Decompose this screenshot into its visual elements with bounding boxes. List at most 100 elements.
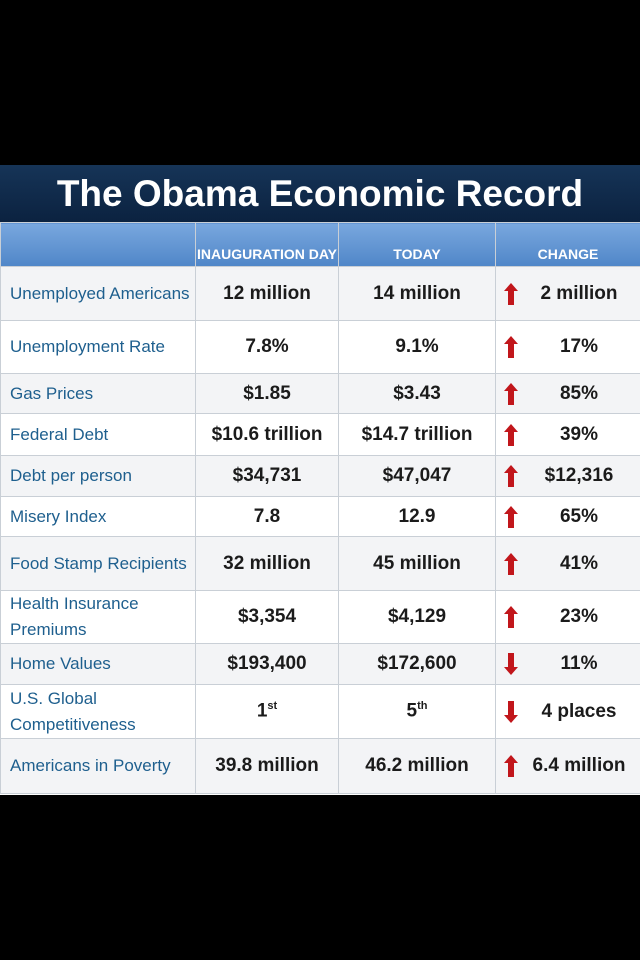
- rank-suffix: st: [267, 700, 278, 713]
- value-cell: 32 million: [195, 536, 339, 591]
- value-cell: 46.2 million: [338, 738, 496, 794]
- title: The Obama Economic Record: [0, 165, 640, 222]
- data-row: Debt per person $34,731 $47,047 $12,316: [0, 455, 640, 497]
- change-cell: 41%: [495, 536, 640, 591]
- data-row: Federal Debt $10.6 trillion $14.7 trillion…: [0, 413, 640, 456]
- change-cell: 17%: [495, 320, 640, 374]
- change-value: 65%: [559, 505, 599, 527]
- data-row: U.S. Global Competitiveness 1st 5th 4 place…: [0, 684, 640, 739]
- arrow-shape: [504, 552, 518, 575]
- data-row: Unemployment Rate 7.8% 9.1% 17%: [0, 320, 640, 374]
- change-cell: 2 million: [495, 266, 640, 321]
- row-label: Misery Index: [0, 496, 196, 537]
- arrow-shape: [504, 282, 518, 305]
- header-cell: CHANGE: [495, 222, 640, 267]
- value-cell: $4,129: [338, 590, 496, 644]
- row-label: Debt per person: [0, 455, 196, 497]
- row-label: Health Insurance Premiums: [0, 590, 196, 644]
- data-row: Home Values $193,400 $172,600 11%: [0, 643, 640, 685]
- arrow-shape: [504, 755, 518, 777]
- value-cell: 1st: [195, 684, 339, 739]
- up-arrow: [504, 606, 518, 628]
- value-cell: $3,354: [195, 590, 339, 644]
- up-arrow: [504, 552, 518, 575]
- up-arrow: [504, 382, 518, 405]
- up-arrow: [504, 336, 518, 358]
- arrow-shape: [504, 606, 518, 628]
- row-label: Americans in Poverty: [0, 738, 196, 794]
- value-cell: $14.7 trillion: [338, 413, 496, 456]
- row-label: Unemployment Rate: [0, 320, 196, 374]
- value-cell: 45 million: [338, 536, 496, 591]
- up-arrow: [504, 505, 518, 528]
- data-row: Food Stamp Recipients 32 million 45 millio…: [0, 536, 640, 591]
- change-cell: 39%: [495, 413, 640, 456]
- arrow-shape: [504, 382, 518, 405]
- change-value: $12,316: [544, 465, 614, 486]
- up-arrow: [504, 282, 518, 305]
- change-value: 41%: [559, 552, 599, 574]
- row-label: Home Values: [0, 643, 196, 685]
- arrow-shape: [504, 700, 518, 723]
- change-value: 6.4 million: [532, 755, 626, 776]
- arrow-shape: [504, 505, 518, 528]
- down-arrow: [504, 653, 518, 675]
- row-label: U.S. Global Competitiveness: [0, 684, 196, 739]
- header-cell: [0, 222, 196, 267]
- value-cell: 5th: [338, 684, 496, 739]
- data-row: Unemployed Americans 12 million 14 million…: [0, 266, 640, 321]
- value-cell: 12.9: [338, 496, 496, 537]
- value-cell: $10.6 trillion: [195, 413, 339, 456]
- change-cell: 23%: [495, 590, 640, 644]
- up-arrow: [504, 755, 518, 777]
- header-row: INAUGURATION DAY TODAY CHANGE: [0, 222, 640, 267]
- arrow-shape: [504, 336, 518, 358]
- change-cell: $12,316: [495, 455, 640, 497]
- down-arrow: [504, 700, 518, 723]
- value-cell: $1.85: [195, 373, 339, 414]
- header-cell: INAUGURATION DAY: [195, 222, 339, 267]
- arrow-shape: [504, 465, 518, 487]
- change-value: 85%: [559, 382, 599, 404]
- value-cell: 7.8%: [195, 320, 339, 374]
- change-value: 23%: [559, 606, 599, 627]
- row-label: Unemployed Americans: [0, 266, 196, 321]
- data-row: Misery Index 7.8 12.9 65%: [0, 496, 640, 537]
- table: INAUGURATION DAY TODAY CHANGE Unemployed…: [0, 222, 640, 794]
- value-cell: 14 million: [338, 266, 496, 321]
- change-value: 2 million: [540, 282, 618, 304]
- row-label: Federal Debt: [0, 413, 196, 456]
- value-cell: $172,600: [338, 643, 496, 685]
- rank: 1: [256, 700, 268, 722]
- up-arrow: [504, 423, 518, 446]
- arrow-shape: [504, 653, 518, 675]
- change-cell: 11%: [495, 643, 640, 685]
- change-value: 4 places: [541, 700, 617, 722]
- value-cell: $193,400: [195, 643, 339, 685]
- record-card: The Obama Economic Record INAUGURATION D…: [0, 165, 640, 795]
- change-cell: 85%: [495, 373, 640, 414]
- value-cell: 12 million: [195, 266, 339, 321]
- value-cell: 7.8: [195, 496, 339, 537]
- change-cell: 6.4 million: [495, 738, 640, 794]
- rank-suffix: th: [417, 700, 428, 713]
- change-cell: 65%: [495, 496, 640, 537]
- arrow-shape: [504, 423, 518, 446]
- data-row: Gas Prices $1.85 $3.43 85%: [0, 373, 640, 414]
- value-cell: $47,047: [338, 455, 496, 497]
- row-label: Gas Prices: [0, 373, 196, 414]
- rank: 5: [406, 700, 418, 722]
- change-value: 17%: [559, 336, 599, 357]
- data-row: Health Insurance Premiums $3,354 $4,129 23%: [0, 590, 640, 644]
- header-cell: TODAY: [338, 222, 496, 267]
- value-cell: $34,731: [195, 455, 339, 497]
- change-value: 11%: [560, 653, 598, 674]
- value-cell: $3.43: [338, 373, 496, 414]
- data-row: Americans in Poverty 39.8 million 46.2 mil…: [0, 738, 640, 794]
- up-arrow: [504, 465, 518, 487]
- change-value: 39%: [559, 423, 599, 445]
- row-label: Food Stamp Recipients: [0, 536, 196, 591]
- value-cell: 39.8 million: [195, 738, 339, 794]
- value-cell: 9.1%: [338, 320, 496, 374]
